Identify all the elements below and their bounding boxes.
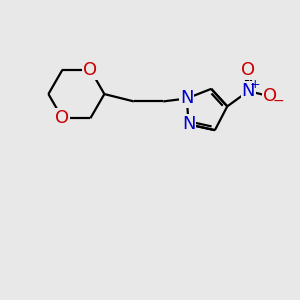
Text: O: O	[262, 87, 277, 105]
Text: O: O	[242, 61, 256, 79]
Text: O: O	[55, 109, 70, 127]
Text: N: N	[180, 89, 194, 107]
Text: −: −	[272, 94, 284, 108]
Text: O: O	[83, 61, 98, 79]
Text: N: N	[242, 82, 255, 100]
Text: +: +	[250, 78, 260, 91]
Text: N: N	[182, 116, 195, 134]
